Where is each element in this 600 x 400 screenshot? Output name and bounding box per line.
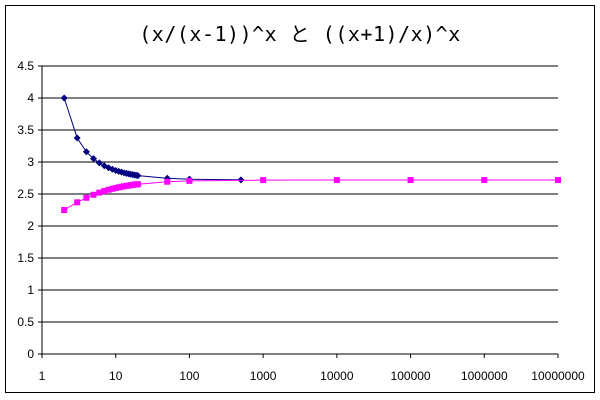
x-tick-label: 10 <box>109 369 123 383</box>
y-tick-label: 3.5 <box>17 123 34 137</box>
series-2-point <box>555 177 561 184</box>
series-2-point <box>90 191 97 198</box>
y-tick-label: 4.5 <box>17 59 34 73</box>
series-1-line <box>63 97 242 181</box>
x-tick-label: 1000 <box>250 369 277 383</box>
series-2-point <box>407 177 414 184</box>
x-tick-label: 100 <box>179 369 199 383</box>
y-tick-label: 0 <box>27 347 34 361</box>
series-2-point <box>96 189 103 196</box>
y-tick-label: 1 <box>27 283 34 297</box>
y-tick-label: 1.5 <box>17 251 34 265</box>
series-2-point <box>134 181 141 188</box>
x-tick-label: 10000000 <box>531 369 585 383</box>
chart-frame <box>5 5 595 393</box>
series-1-point <box>73 134 81 142</box>
x-tick-label: 100000 <box>391 369 431 383</box>
series-2-point <box>481 177 488 184</box>
y-tick-label: 0.5 <box>17 315 34 329</box>
series-2-point <box>186 177 193 184</box>
series-2-point <box>112 184 119 191</box>
series-2-point <box>74 199 81 206</box>
series-2-point <box>260 177 267 184</box>
series-1-point <box>134 172 142 180</box>
series-2-point <box>333 177 340 184</box>
series-1-point <box>82 148 90 156</box>
y-tick-label: 2 <box>27 219 34 233</box>
series-2-point <box>61 207 68 213</box>
series-2-point <box>83 194 90 201</box>
series-2-point <box>164 178 171 185</box>
x-tick-label: 1000000 <box>461 369 508 383</box>
chart-title: (x/(x-1))^x と ((x+1)/x)^x <box>139 22 461 46</box>
series-2-point <box>105 186 112 193</box>
x-tick-label: 1 <box>39 369 46 383</box>
y-tick-label: 2.5 <box>17 187 34 201</box>
x-tick-label: 10000 <box>320 369 354 383</box>
y-tick-label: 3 <box>27 155 34 169</box>
series-2-point <box>101 188 108 195</box>
series-1-point <box>95 159 103 167</box>
y-tick-label: 4 <box>27 91 34 105</box>
series-1-point <box>60 94 68 102</box>
series-2-point <box>109 185 116 192</box>
series-1-point <box>90 155 98 163</box>
